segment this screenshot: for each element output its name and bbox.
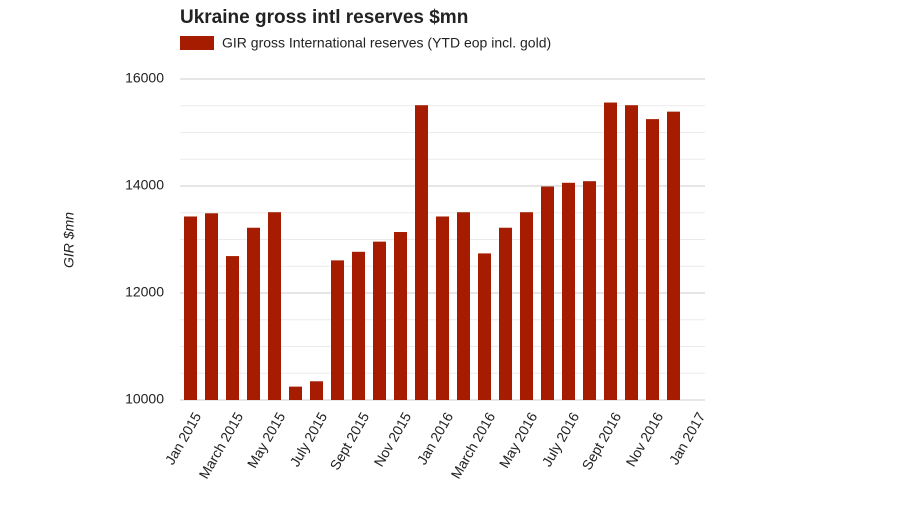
bar [667,111,680,400]
legend-swatch [180,36,214,50]
x-tick-label: Nov 2015 [370,409,414,469]
bar [205,213,218,400]
bar [373,241,386,400]
bar [499,227,512,400]
bar [457,212,470,400]
x-tick-label: July 2015 [286,409,330,469]
bar [247,227,260,400]
x-tick-label: Jan 2016 [414,409,457,467]
bar [604,102,617,400]
x-tick-label: Jan 2015 [162,409,205,467]
x-tick-label: May 2016 [496,409,541,470]
x-tick-label: Sept 2015 [327,409,373,472]
y-tick-label: 10000 [125,391,164,407]
bar [331,260,344,400]
x-tick-label: March 2015 [195,409,246,481]
bar [268,212,281,400]
bar [646,119,659,400]
x-tick-label: Nov 2016 [622,409,666,469]
bar [394,232,407,400]
bar [289,386,302,400]
y-axis-label: GIR $mn [61,212,77,268]
bar [625,105,638,400]
legend-label: GIR gross International reserves (YTD eo… [222,35,551,51]
bar [583,181,596,400]
bar [415,105,428,400]
bar [520,212,533,400]
bar [478,253,491,400]
bar [541,186,554,400]
y-tick-label: 16000 [125,70,164,86]
bar [310,381,323,400]
bar [226,256,239,400]
x-tick-label: July 2016 [538,409,582,469]
bar [562,182,575,400]
y-tick-label: 14000 [125,177,164,193]
x-tick-label: March 2016 [447,409,498,481]
chart-title: Ukraine gross intl reserves $mn [180,7,468,28]
bar [352,251,365,400]
x-tick-label: May 2015 [244,409,289,470]
bar [436,216,449,400]
x-tick-label: Jan 2017 [666,409,709,467]
x-tick-label: Sept 2016 [579,409,625,472]
y-tick-label: 12000 [125,284,164,300]
bar [184,216,197,400]
